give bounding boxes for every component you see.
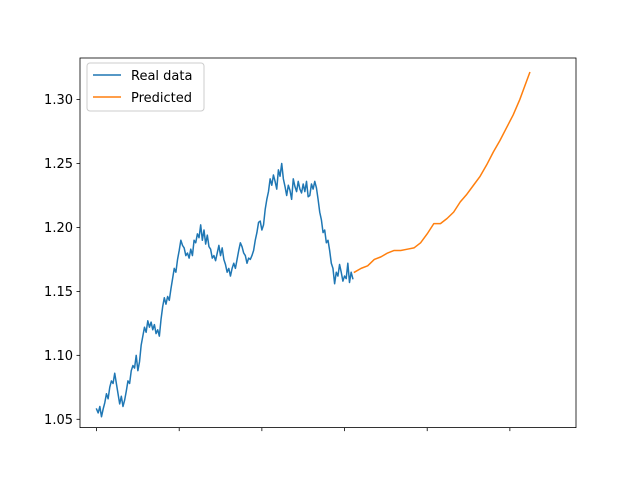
series-line-real-data [95,162,354,418]
legend: Real data Predicted [86,62,205,112]
plot-frame [79,57,577,429]
legend-label-predicted: Predicted [131,91,192,106]
legend-label-real-data: Real data [131,69,192,84]
y-tick-label: 1.20 [44,221,73,236]
series-layer [95,71,531,418]
y-tick-label: 1.25 [44,157,73,172]
y-tick-label: 1.05 [44,413,73,428]
x-axis [96,427,511,432]
series-line-predicted [353,71,531,274]
y-tick-label: 1.15 [44,285,73,300]
y-axis: 1.05 1.10 1.15 1.20 1.25 1.30 [44,93,80,428]
y-tick-label: 1.10 [44,349,73,364]
y-tick-label: 1.30 [44,93,73,108]
